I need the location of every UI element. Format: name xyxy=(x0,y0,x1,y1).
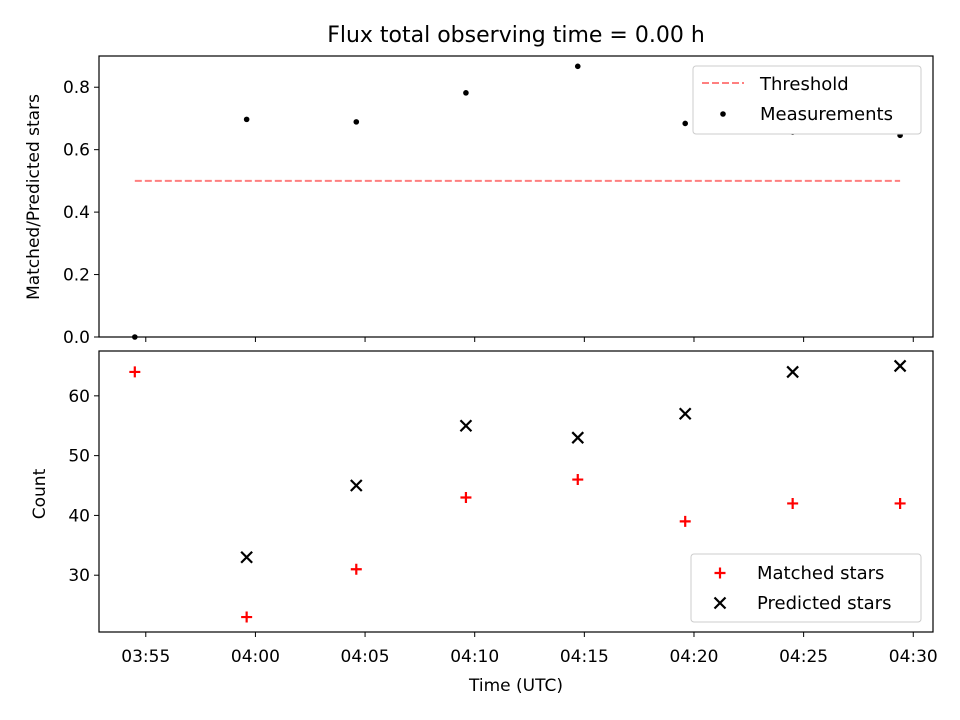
predicted-star-point xyxy=(678,407,692,421)
top-axes-frame xyxy=(98,55,934,338)
top-y-axis-label: Matched/Predicted stars xyxy=(24,94,44,300)
bottom-y-tick-label: 50 xyxy=(68,447,90,467)
matched-star-point xyxy=(572,474,584,486)
bottom-y-tick-label: 60 xyxy=(68,387,90,407)
measurement-point xyxy=(243,116,250,123)
bottom-y-tick-label: 40 xyxy=(68,506,90,526)
predicted-star-point xyxy=(350,479,363,492)
top-legend-box xyxy=(692,65,922,135)
measurement-point xyxy=(463,90,469,96)
matched-star-point xyxy=(679,515,691,527)
predicted-star-point xyxy=(459,419,473,433)
predicted-star-point xyxy=(240,550,253,564)
measurement-point xyxy=(353,119,360,125)
top-y-tick-label: 0.0 xyxy=(63,328,90,348)
x-tick-label: 04:20 xyxy=(669,647,718,667)
matched-star-point xyxy=(460,491,472,503)
legend-threshold-label: Threshold xyxy=(759,74,849,95)
bottom-legend-box xyxy=(690,553,922,623)
matched-star-point xyxy=(129,366,141,378)
x-axis-label: Time (UTC) xyxy=(468,676,563,696)
predicted-star-point xyxy=(786,365,799,379)
legend-measurements-swatch xyxy=(720,111,726,117)
predicted-star-point xyxy=(893,359,907,373)
top-y-tick-label: 0.4 xyxy=(63,203,90,223)
legend-matched-label: Matched stars xyxy=(757,563,884,584)
chart-title: Flux total observing time = 0.00 h xyxy=(327,23,705,48)
legend-measurements-label: Measurements xyxy=(760,104,893,125)
matched-star-point xyxy=(894,497,906,509)
bottom-panel: 30 40 50 60 03:55 04:00 04:05 04:10 04:15 04:20 0… xyxy=(30,350,938,696)
bottom-y-axis-label: Count xyxy=(30,468,50,519)
predicted-star-point xyxy=(571,431,585,444)
legend-predicted-label: Predicted stars xyxy=(757,593,891,614)
legend-predicted-swatch xyxy=(713,596,727,610)
matched-star-point xyxy=(350,563,362,575)
top-y-tick-label: 0.8 xyxy=(63,78,90,98)
x-tick-label: 04:15 xyxy=(560,647,609,667)
x-tick-label: 04:05 xyxy=(341,647,390,667)
top-y-tick-label: 0.6 xyxy=(63,141,90,161)
x-tick-label: 04:30 xyxy=(889,647,938,667)
measurement-point xyxy=(574,63,581,70)
measurement-point xyxy=(682,120,689,127)
legend-matched-swatch xyxy=(714,567,726,579)
matched-star-point xyxy=(241,611,253,623)
x-tick-label: 04:25 xyxy=(779,647,828,667)
x-tick-label: 04:00 xyxy=(231,647,280,667)
top-y-tick-label: 0.2 xyxy=(63,266,90,286)
x-tick-label: 04:10 xyxy=(450,647,499,667)
bottom-y-tick-label: 30 xyxy=(68,566,90,586)
top-panel: 0.00.20.40.60.8 Matched/Predicted stars … xyxy=(24,55,934,348)
bottom-axes-frame xyxy=(98,350,934,633)
x-tick-label: 03:55 xyxy=(121,647,170,667)
matched-star-point xyxy=(787,497,799,509)
